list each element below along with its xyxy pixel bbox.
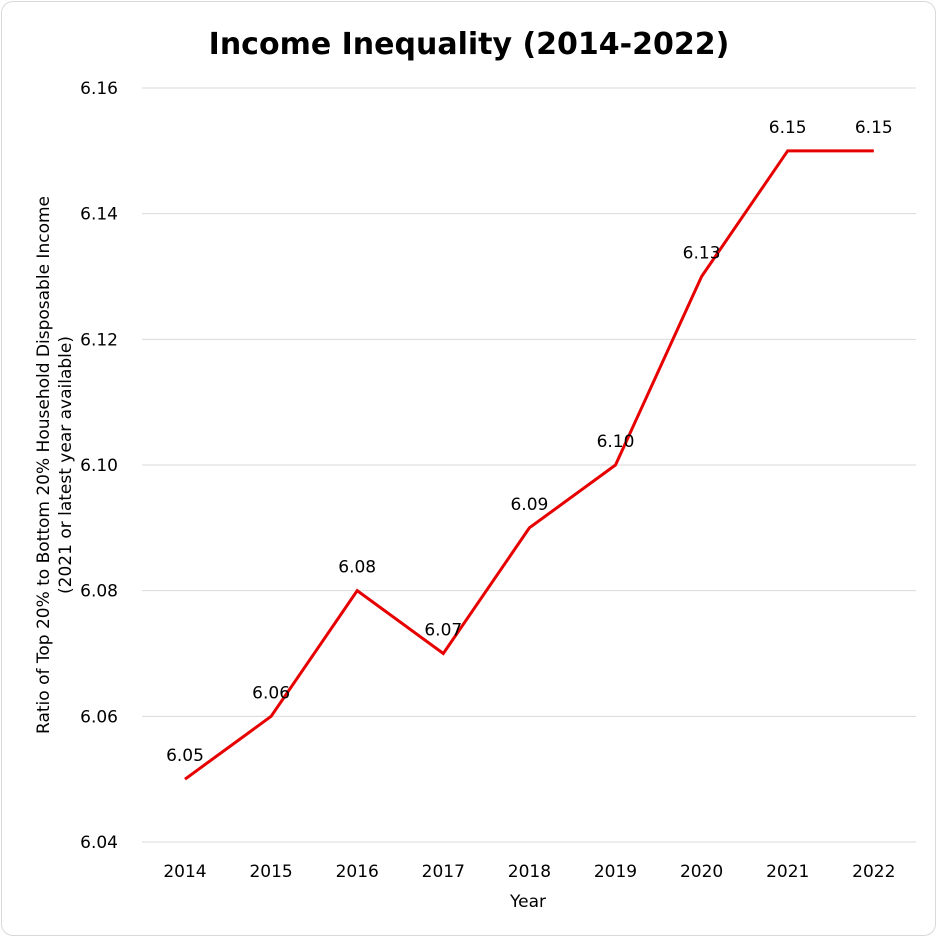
data-label: 6.15 — [769, 118, 807, 138]
x-tick-label: 2020 — [680, 862, 723, 882]
y-tick-label: 6.12 — [80, 330, 118, 350]
x-axis-label: Year — [509, 892, 546, 912]
gridlines — [142, 87, 916, 843]
y-tick-label: 6.04 — [80, 833, 118, 853]
y-axis-label: Ratio of Top 20% to Bottom 20% Household… — [34, 196, 76, 734]
x-tick-label: 2016 — [336, 862, 379, 882]
data-label: 6.08 — [338, 558, 376, 578]
data-label: 6.05 — [166, 746, 204, 766]
x-axis-ticks: 2014 2015 2016 2017 2018 2019 2020 2021 2022 — [163, 862, 895, 882]
y-axis-label-line1: Ratio of Top 20% to Bottom 20% Household… — [34, 196, 54, 734]
data-labels: 6.05 6.06 6.08 6.07 6.09 6.10 6.13 6.15 6.15 — [166, 118, 893, 766]
y-axis-ticks: 6.04 6.06 6.08 6.10 6.12 6.14 6.16 — [80, 79, 118, 853]
y-tick-label: 6.14 — [80, 205, 118, 225]
y-tick-label: 6.16 — [80, 79, 118, 99]
x-tick-label: 2014 — [163, 862, 206, 882]
y-tick-label: 6.08 — [80, 582, 118, 602]
x-tick-label: 2022 — [852, 862, 895, 882]
data-label: 6.10 — [597, 432, 635, 452]
data-label: 6.15 — [855, 118, 893, 138]
chart-title: Income Inequality (2014-2022) — [209, 27, 730, 62]
data-label: 6.13 — [683, 244, 721, 264]
x-tick-label: 2017 — [422, 862, 465, 882]
y-tick-label: 6.06 — [80, 707, 118, 727]
x-tick-label: 2015 — [249, 862, 292, 882]
x-tick-label: 2019 — [594, 862, 637, 882]
data-label: 6.07 — [424, 621, 462, 641]
x-tick-label: 2021 — [766, 862, 809, 882]
y-axis-label-line2: (2021 or latest year available) — [56, 336, 76, 594]
data-label: 6.09 — [510, 495, 548, 515]
x-tick-label: 2018 — [508, 862, 551, 882]
y-tick-label: 6.10 — [80, 456, 118, 476]
data-label: 6.06 — [252, 683, 290, 703]
series-group — [184, 149, 874, 781]
